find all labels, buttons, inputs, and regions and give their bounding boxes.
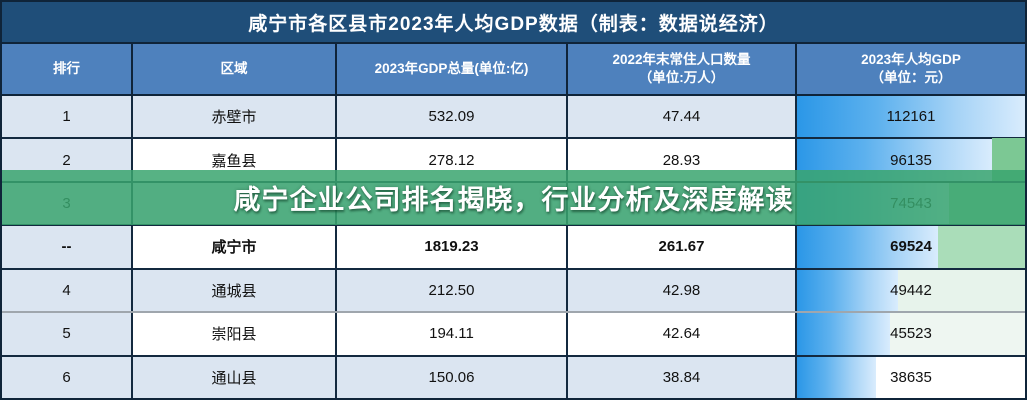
banner-corner-decoration [992, 138, 1025, 171]
percapita-value: 69524 [890, 238, 932, 256]
table-row: 6 通山县 150.06 38.84 38635 [2, 356, 1025, 398]
population-cell: 42.98 [568, 269, 797, 312]
data-bar [797, 269, 898, 312]
region-cell: 通城县 [133, 269, 337, 312]
data-bar [797, 226, 939, 268]
percapita-value: 112161 [886, 108, 936, 126]
gdp-cell: 150.06 [337, 356, 568, 398]
percapita-cell: 112161 [797, 96, 1025, 138]
table-row: 1 赤壁市 532.09 47.44 112161 [2, 96, 1025, 140]
percapita-value: 49442 [890, 281, 932, 299]
percapita-value: 45523 [890, 325, 932, 343]
region-cell: 通山县 [133, 356, 337, 398]
table-body: 1 赤壁市 532.09 47.44 112161 2 嘉鱼县 278.12 2… [2, 96, 1025, 398]
rank-cell: 4 [2, 269, 133, 312]
region-cell: 咸宁市 [133, 226, 337, 268]
table-row-city-total: -- 咸宁市 1819.23 261.67 69524 [2, 226, 1025, 270]
header-population: 2022年末常住人口数量 （单位:万人） [568, 44, 797, 94]
percapita-value: 38635 [890, 368, 932, 386]
percapita-cell: 69524 [797, 226, 1025, 268]
region-cell: 赤壁市 [133, 96, 337, 138]
gdp-cell: 1819.23 [337, 226, 568, 268]
gdp-cell: 212.50 [337, 269, 568, 312]
gdp-cell: 532.09 [337, 96, 568, 138]
promo-headline: 咸宁企业公司排名揭晓，行业分析及深度解读 [233, 185, 794, 215]
table-row: 5 崇阳县 194.11 42.64 45523 [2, 313, 1025, 357]
promo-banner[interactable]: 咸宁企业公司排名揭晓，行业分析及深度解读 [2, 170, 1025, 225]
header-rank: 排行 [2, 44, 133, 94]
data-bar [797, 96, 1025, 138]
rank-cell: -- [2, 226, 133, 268]
population-cell: 261.67 [568, 226, 797, 268]
population-cell: 47.44 [568, 96, 797, 138]
header-per-capita: 2023年人均GDP （单位：元） [861, 52, 961, 85]
header-gdp: 2023年GDP总量(单位:亿) [337, 44, 568, 94]
page-title: 咸宁市各区县市2023年人均GDP数据（制表：数据说经济） [2, 2, 1025, 44]
table-header: 排行 区域 2023年GDP总量(单位:亿) 2022年末常住人口数量 （单位:… [2, 44, 1025, 96]
population-cell: 38.84 [568, 356, 797, 398]
percapita-value: 96135 [890, 151, 932, 169]
table-row: 4 通城县 212.50 42.98 49442 [2, 269, 1025, 314]
header-region: 区域 [133, 44, 337, 94]
region-cell: 崇阳县 [133, 313, 337, 355]
percapita-cell: 45523 [797, 313, 1025, 355]
rank-cell: 5 [2, 313, 133, 355]
gdp-cell: 194.11 [337, 313, 568, 355]
percapita-cell: 38635 [797, 356, 1025, 398]
rank-cell: 6 [2, 356, 133, 398]
data-bar [797, 356, 876, 398]
percapita-cell: 49442 [797, 269, 1025, 312]
population-cell: 42.64 [568, 313, 797, 355]
data-bar [797, 313, 890, 355]
rank-cell: 1 [2, 96, 133, 138]
